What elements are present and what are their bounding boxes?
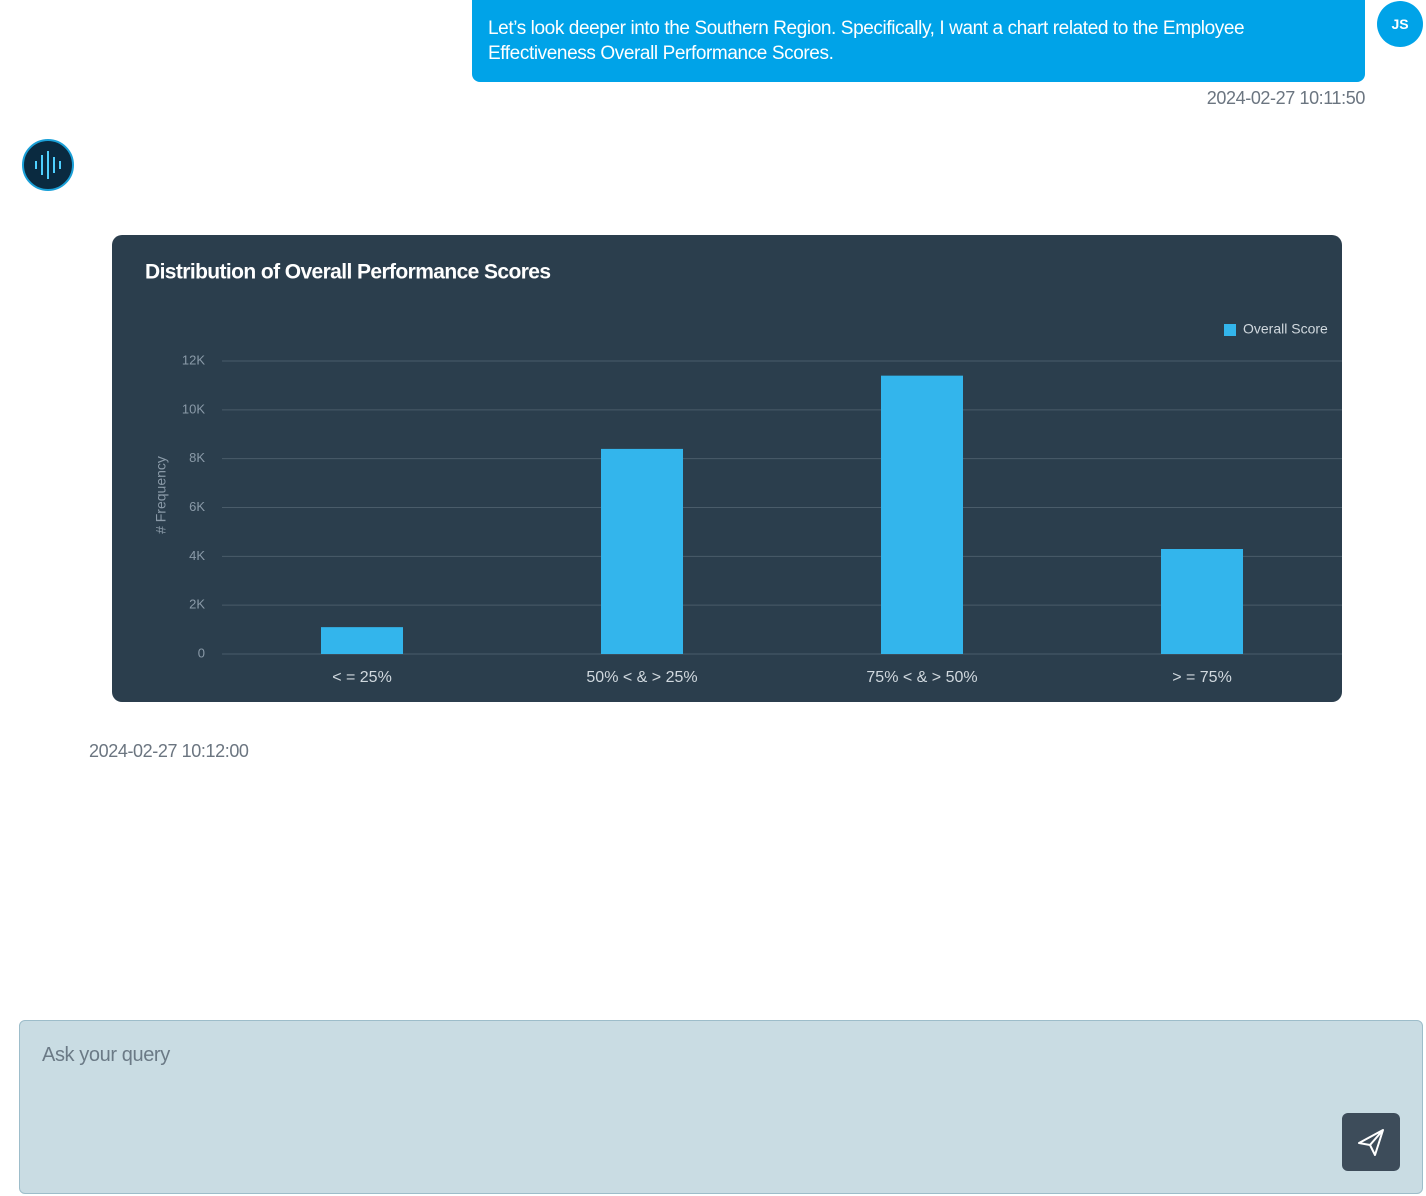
x-tick-label: 75% < & > 50% [866, 669, 977, 686]
bar [1161, 549, 1243, 654]
bar [321, 627, 403, 654]
user-timestamp: 2024-02-27 10:11:50 [1206, 88, 1366, 108]
y-axis-label: # Frequency [153, 456, 169, 534]
chart-title: Distribution of Overall Performance Scor… [145, 261, 550, 284]
query-input[interactable] [19, 1020, 1423, 1194]
bot-timestamp: 2024-02-27 10:12:00 [89, 741, 249, 761]
y-tick-label: 4K [189, 548, 205, 563]
bar [881, 375, 963, 654]
chart: Distribution of Overall Performance Scor… [112, 235, 1342, 702]
y-tick-label: 12K [182, 352, 205, 367]
x-tick-label: > = 75% [1172, 669, 1232, 686]
legend-swatch [1224, 324, 1236, 336]
user-message: Let’s look deeper into the Southern Regi… [472, 0, 1365, 82]
bot-avatar [22, 139, 74, 191]
y-tick-label: 10K [182, 401, 205, 416]
chart-background [112, 235, 1342, 702]
send-button[interactable] [1342, 1113, 1400, 1171]
input-placeholder: Ask your query [42, 1044, 170, 1066]
x-tick-label: 50% < & > 25% [586, 669, 697, 686]
bar [601, 448, 683, 654]
x-tick-label: < = 25% [332, 669, 392, 686]
user-avatar[interactable]: JS [1377, 1, 1423, 47]
legend-label: Overall Score [1243, 321, 1328, 337]
y-tick-label: 2K [189, 597, 205, 612]
y-tick-label: 6K [189, 499, 205, 514]
y-tick-label: 8K [189, 450, 205, 465]
y-tick-label: 0 [198, 645, 205, 660]
